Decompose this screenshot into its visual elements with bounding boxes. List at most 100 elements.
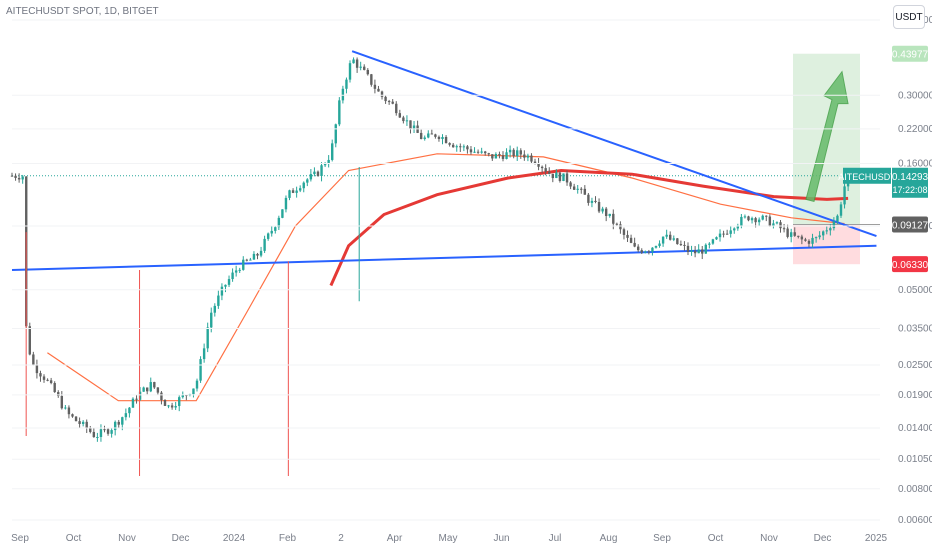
last-price-value: 0.14293	[892, 172, 929, 183]
candle-body	[580, 188, 583, 190]
candle-body	[647, 251, 651, 253]
currency-button[interactable]: USDT	[893, 5, 925, 29]
target-price-badge-text: 0.43977	[892, 50, 929, 61]
candle-body	[295, 190, 298, 193]
candle-body	[683, 244, 686, 246]
candle-body	[106, 429, 110, 434]
candle-body	[800, 236, 804, 240]
candle-body	[626, 234, 629, 238]
candle-body	[654, 245, 658, 248]
last-price-symbol: AITECHUSDT	[838, 172, 896, 182]
candle-body	[160, 392, 163, 401]
candle-body	[512, 149, 515, 157]
candle-body	[334, 124, 337, 144]
y-tick-label: 0.01050	[898, 454, 932, 465]
candle-body	[281, 209, 284, 218]
candle-body	[423, 137, 426, 140]
candle-body	[530, 155, 533, 162]
candle-body	[505, 152, 508, 159]
candle-body	[409, 120, 412, 129]
candle-body	[21, 176, 24, 180]
candle-body	[508, 149, 512, 153]
y-tick-label: 0.03500	[898, 324, 932, 335]
candle-body	[153, 382, 156, 388]
candle-body	[843, 186, 846, 205]
indicator-lines	[11, 50, 877, 402]
projection-arrow-icon[interactable]	[805, 70, 849, 202]
candle-body	[348, 63, 352, 80]
candle-body	[451, 144, 455, 148]
x-tick-label: Nov	[118, 533, 136, 544]
candle-body	[644, 251, 647, 253]
candle-body	[53, 383, 56, 393]
candle-body	[238, 269, 241, 271]
candle-body	[523, 154, 526, 158]
candle-body	[555, 172, 558, 179]
candle-body	[615, 223, 619, 225]
candle-body	[608, 213, 611, 216]
candle-body	[366, 69, 369, 75]
candle-body	[743, 216, 747, 218]
candle-body	[740, 216, 743, 226]
candle-body	[444, 136, 448, 144]
candle-body	[117, 421, 120, 425]
candle-body	[676, 238, 679, 245]
candle-body	[622, 229, 626, 235]
x-tick-label: Sep	[11, 533, 29, 544]
stop-price-badge: 0.06330	[892, 256, 929, 273]
candle-body	[28, 326, 31, 355]
candle-body	[46, 379, 49, 381]
candle-body	[722, 233, 725, 235]
candle-body	[202, 348, 206, 360]
candle-body	[57, 392, 60, 396]
candle-body	[761, 215, 764, 220]
candle-body	[380, 91, 384, 97]
trendline-upper[interactable]	[351, 50, 877, 238]
x-tick-label: Oct	[66, 533, 82, 544]
candle-body	[491, 154, 494, 159]
candle-body	[789, 232, 793, 237]
candle-body	[32, 354, 35, 365]
candle-body	[363, 66, 366, 70]
candle-body	[494, 153, 498, 159]
candle-body	[224, 284, 227, 287]
candle-body	[565, 173, 569, 183]
candle-body	[35, 364, 39, 374]
candle-body	[231, 272, 234, 280]
candle-body	[476, 151, 480, 153]
candle-body	[419, 132, 423, 140]
y-tick-label: 0.16000	[898, 159, 932, 170]
candle-body	[103, 429, 106, 431]
candle-body	[487, 153, 490, 155]
candle-body	[85, 421, 88, 429]
candle-body	[693, 250, 697, 254]
candle-body	[793, 232, 796, 236]
candle-body	[818, 235, 821, 238]
candle-body	[533, 161, 537, 164]
candle-body	[395, 103, 398, 114]
y-tick-label: 0.05000	[898, 285, 932, 296]
candle-body	[306, 179, 309, 183]
candle-body	[484, 151, 487, 154]
candle-body	[92, 431, 96, 438]
trendline-lower[interactable]	[11, 244, 877, 271]
fast-moving-average-line[interactable]	[47, 153, 845, 402]
candle-body	[99, 429, 103, 437]
entry-price-badge: 0.09127	[892, 216, 929, 233]
candle-body	[259, 250, 263, 256]
candle-body	[71, 414, 74, 417]
candle-body	[448, 143, 451, 145]
candle-body	[498, 153, 501, 156]
x-tick-label: Feb	[279, 533, 297, 544]
slow-moving-average-line[interactable]	[329, 168, 849, 287]
candle-body	[807, 240, 811, 244]
candle-body	[170, 405, 174, 408]
candle-body	[669, 234, 672, 240]
candle-body	[67, 407, 71, 415]
candle-body	[804, 239, 807, 241]
y-tick-label: 0.22000	[898, 124, 932, 135]
candle-body	[298, 188, 302, 191]
candle-body	[811, 237, 814, 244]
candle-body	[345, 79, 348, 89]
